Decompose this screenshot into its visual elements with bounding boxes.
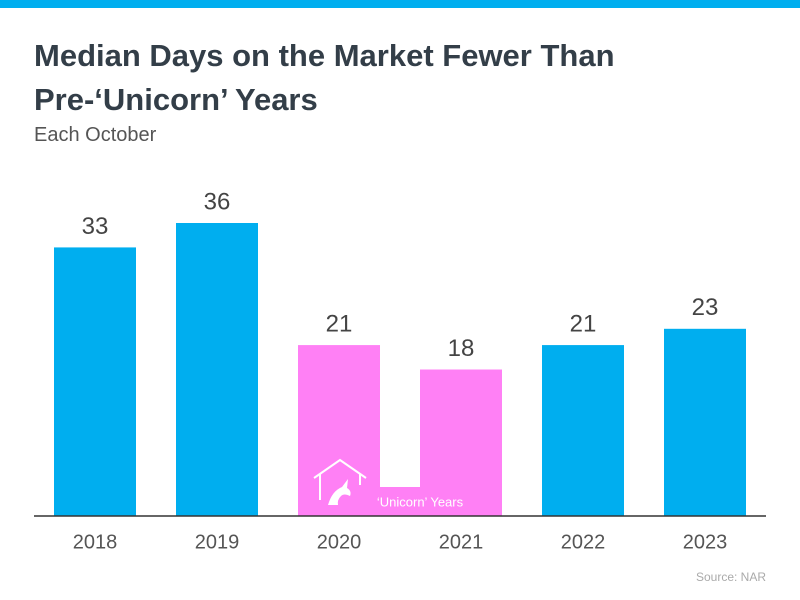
bar bbox=[542, 345, 624, 516]
value-label: 23 bbox=[692, 294, 719, 321]
x-tick-label: 2018 bbox=[73, 531, 118, 553]
value-label: 18 bbox=[448, 335, 475, 362]
value-label: 21 bbox=[570, 310, 597, 337]
x-tick-label: 2022 bbox=[561, 531, 606, 553]
chart-title: Median Days on the Market Fewer Than Pre… bbox=[34, 38, 615, 117]
value-label: 21 bbox=[326, 310, 353, 337]
house-icon bbox=[313, 458, 367, 500]
x-tick-label: 2021 bbox=[439, 531, 484, 553]
source: Source: NAR bbox=[696, 570, 766, 584]
annotation: ‘Unicorn’ Years bbox=[377, 494, 464, 509]
top-bar bbox=[0, 0, 800, 8]
x-tick-label: 2020 bbox=[317, 531, 362, 553]
x-tick-label: 2019 bbox=[195, 531, 240, 553]
bar bbox=[176, 223, 258, 516]
bar bbox=[54, 247, 136, 516]
value-label: 33 bbox=[82, 213, 109, 240]
chart-subtitle: Each October bbox=[34, 124, 157, 146]
value-label: 36 bbox=[204, 188, 231, 215]
bar bbox=[664, 328, 746, 516]
unicorn-icon bbox=[328, 479, 351, 505]
x-tick-label: 2023 bbox=[683, 531, 728, 553]
